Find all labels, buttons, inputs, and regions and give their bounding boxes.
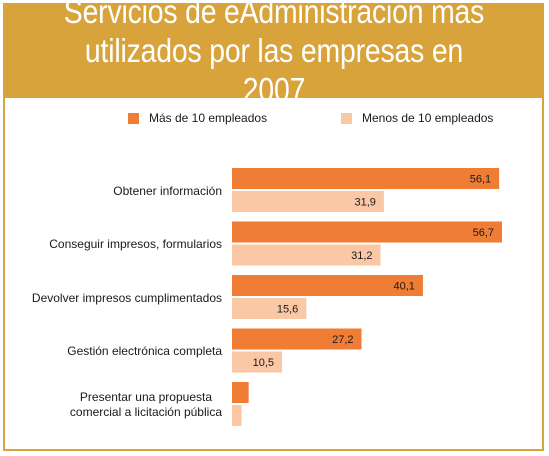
data-label-menos-10-3: 10,5: [253, 357, 274, 369]
category-label-line: Obtener información: [113, 183, 222, 198]
bar-mas-10-0: [232, 168, 500, 189]
title-line-1: Servicios de eAdministración más: [63, 0, 484, 30]
bar-menos-10-4: [232, 405, 242, 426]
data-label-menos-10-0: 31,9: [354, 197, 375, 209]
data-label-menos-10-2: 15,6: [277, 304, 298, 316]
legend-label-menos-10: Menos de 10 empleados: [362, 111, 494, 125]
category-label-4: Presentar una propuesta comercial a licit…: [70, 390, 222, 420]
bar-menos-10-2: [232, 298, 307, 319]
legend-item-mas-10: Más de 10 empleados: [128, 110, 267, 126]
bar-menos-10-0: [232, 191, 384, 212]
category-label-1: Conseguir impresos, formularios: [49, 237, 222, 252]
category-label-line: Presentar una propuesta: [79, 390, 212, 404]
bar-mas-10-2: [232, 275, 423, 296]
category-label-line: Conseguir impresos, formularios: [49, 237, 222, 251]
title-line-2: utilizados por las empresas en 2007: [84, 32, 463, 108]
legend-item-menos-10: Menos de 10 empleados: [341, 110, 493, 126]
legend-swatch-menos-10: [341, 112, 352, 124]
data-label-mas-10-2: 40,1: [394, 281, 415, 293]
category-label-line: comercial a licitación pública: [69, 405, 222, 419]
data-label-menos-10-1: 31,2: [351, 250, 372, 262]
bar-mas-10-4: [232, 382, 249, 403]
chart-header: Servicios de eAdministración más utiliza…: [3, 0, 544, 108]
legend-swatch-mas-10: [128, 112, 139, 124]
category-label-2: Devolver impresos cumplimentados: [32, 291, 222, 306]
bar-menos-10-1: [232, 244, 381, 266]
data-label-mas-10-1: 56,7: [473, 227, 494, 239]
legend-label-mas-10: Más de 10 empleados: [149, 111, 268, 125]
chart-title: Servicios de eAdministración más utiliza…: [50, 0, 497, 109]
data-label-mas-10-0: 56,1: [470, 174, 491, 186]
category-label-0: Obtener información: [113, 184, 222, 199]
data-label-mas-10-3: 27,2: [332, 334, 353, 346]
bar-mas-10-1: [232, 221, 502, 243]
category-label-line: Devolver impresos cumplimentados: [31, 290, 222, 305]
category-label-line: Gestión electrónica completa: [67, 344, 222, 358]
bar-mas-10-3: [232, 328, 362, 350]
bar-menos-10-3: [232, 351, 282, 373]
category-label-3: Gestión electrónica completa: [67, 344, 222, 359]
